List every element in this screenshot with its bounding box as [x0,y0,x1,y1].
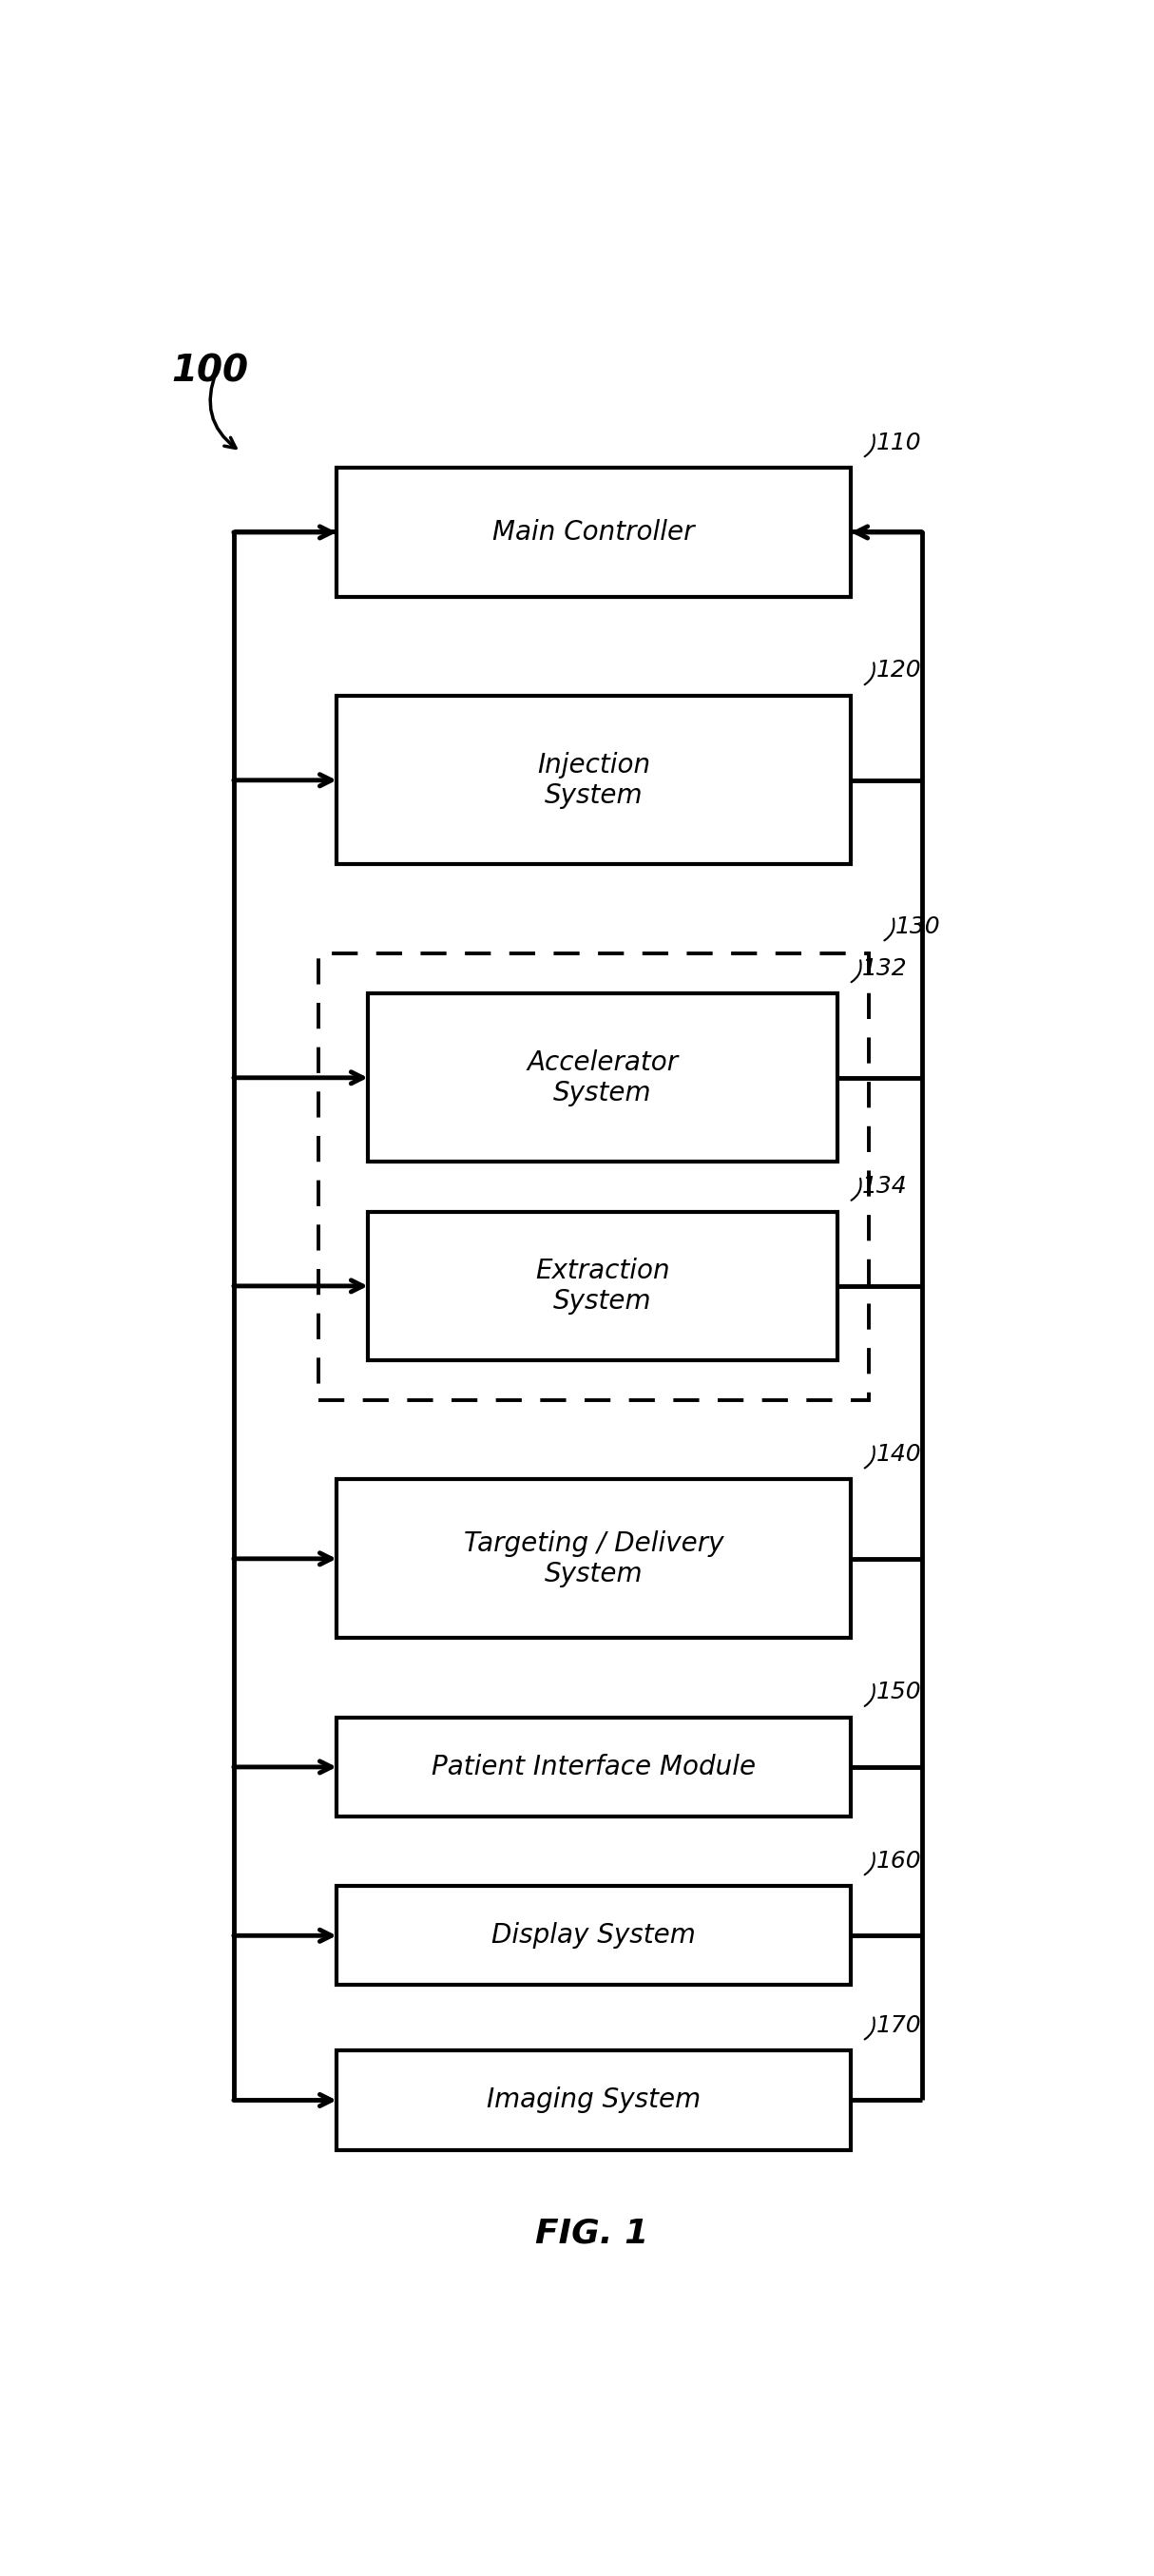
Text: 130: 130 [896,914,941,938]
Text: 150: 150 [876,1680,921,1703]
Text: Display System: Display System [492,1922,696,1950]
Bar [319,953,869,1401]
Text: 160: 160 [876,1850,921,1873]
Text: Imaging System: Imaging System [487,2087,700,2112]
Bar [337,1718,850,1816]
Text: FIG. 1: FIG. 1 [534,2218,649,2249]
Text: 170: 170 [876,2014,921,2038]
Bar [337,469,850,598]
Text: 140: 140 [876,1443,921,1466]
Text: 120: 120 [876,659,921,683]
Text: Injection
System: Injection System [537,752,651,809]
Bar [337,696,850,866]
Text: Main Controller: Main Controller [493,518,695,546]
Text: 110: 110 [876,430,921,453]
Bar [337,1479,850,1638]
Text: Accelerator
System: Accelerator System [527,1048,679,1108]
Text: Patient Interface Module: Patient Interface Module [432,1754,756,1780]
Text: Extraction
System: Extraction System [535,1257,670,1314]
Text: 100: 100 [171,353,248,389]
Text: 132: 132 [862,956,908,979]
Text: 134: 134 [862,1175,908,1198]
Bar [337,2050,850,2151]
Text: Targeting / Delivery
System: Targeting / Delivery System [464,1530,724,1587]
Bar [337,1886,850,1986]
Bar [368,1211,838,1360]
Bar [368,994,838,1162]
